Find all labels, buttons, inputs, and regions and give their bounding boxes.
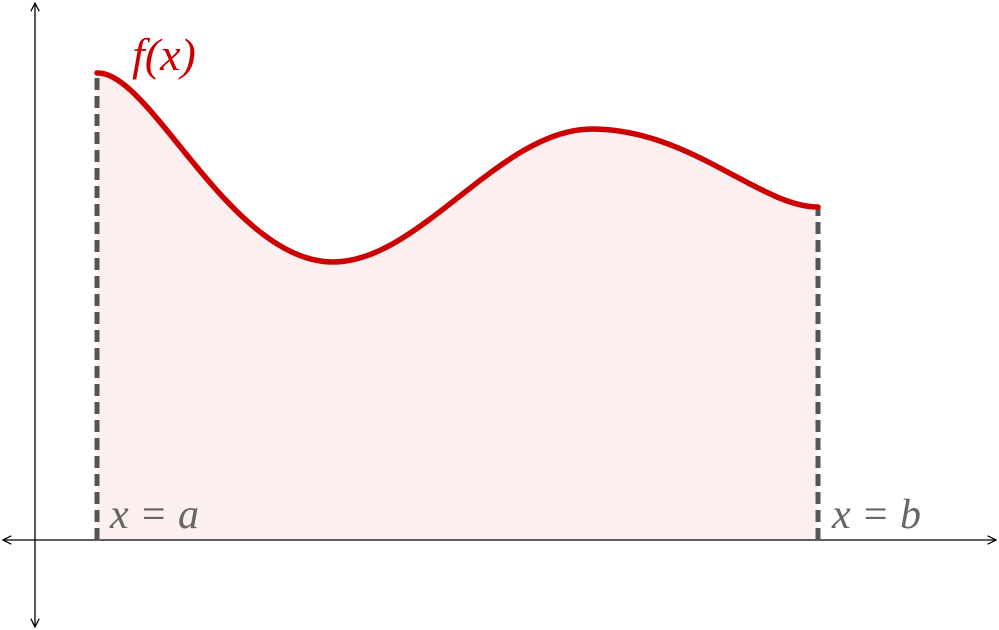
- upper-bound-label: x = b: [831, 492, 921, 538]
- function-label: f(x): [132, 29, 196, 80]
- function-curve: [94, 70, 821, 265]
- lower-bound-label: x = a: [109, 492, 199, 538]
- area-under-curve: [97, 72, 818, 540]
